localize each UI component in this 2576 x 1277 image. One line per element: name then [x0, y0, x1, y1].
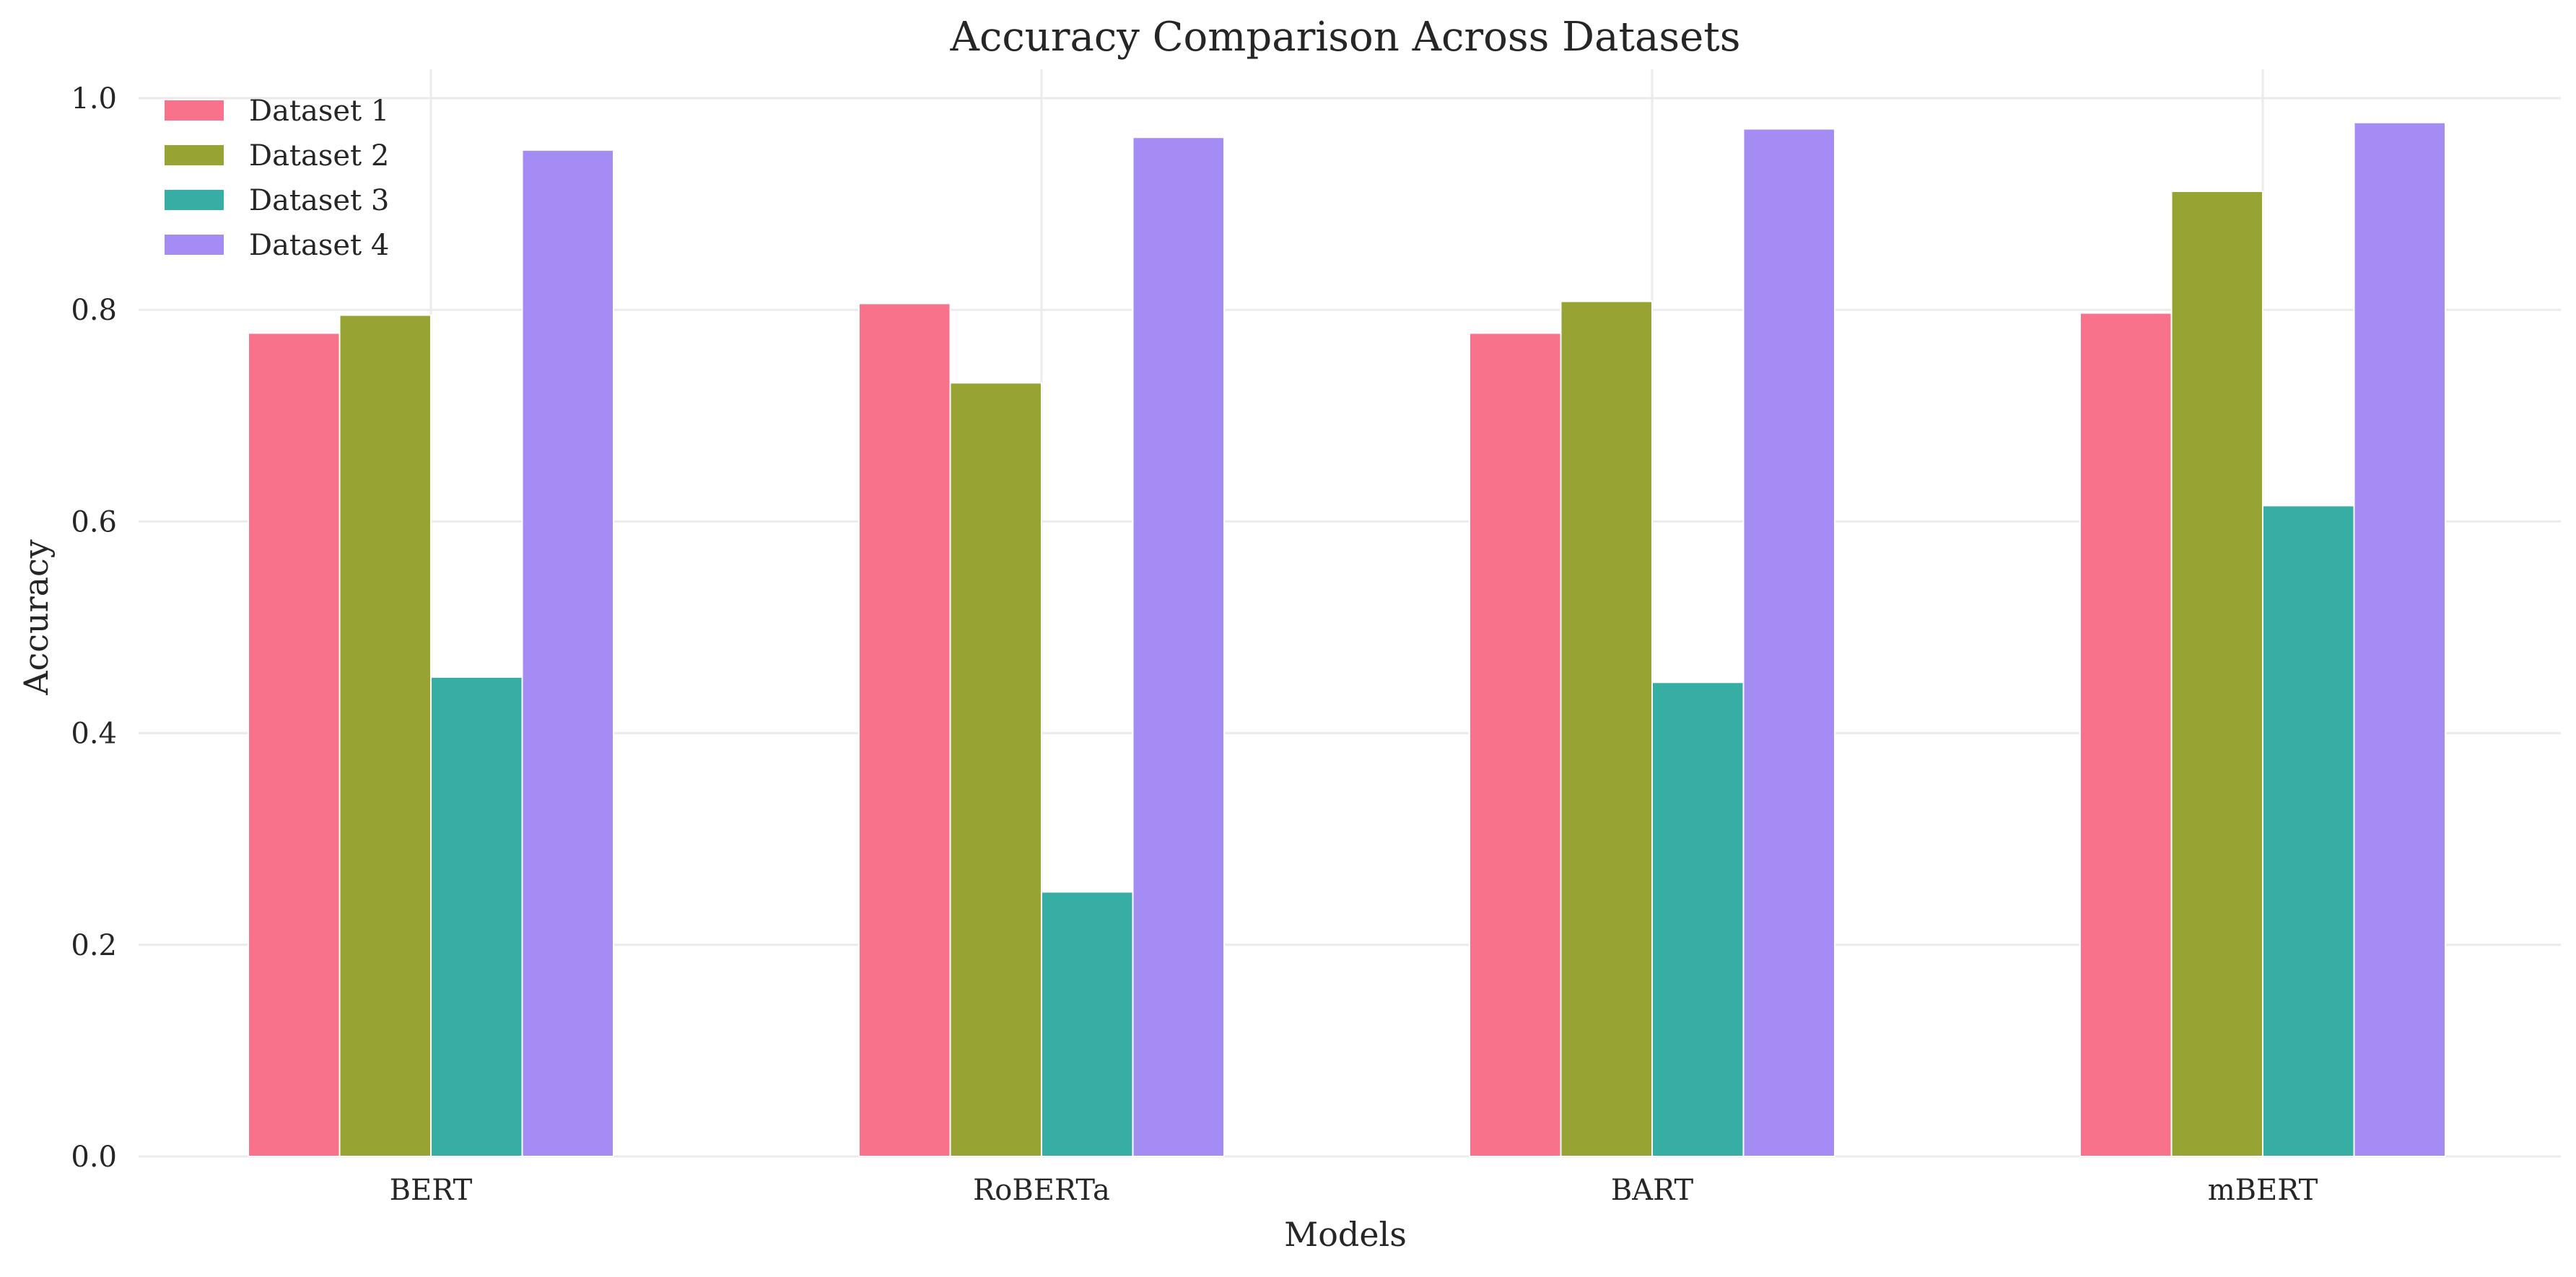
- bar: [1469, 332, 1562, 1157]
- x-tick-label: RoBERTa: [973, 1174, 1110, 1207]
- chart-title: Accuracy Comparison Across Datasets: [950, 14, 1741, 61]
- y-tick-label: 0.0: [71, 1141, 117, 1174]
- bars: [248, 121, 2446, 1158]
- y-tick-label: 0.6: [71, 505, 117, 539]
- legend-label: Dataset 2: [249, 139, 389, 173]
- y-tick-label: 0.8: [71, 294, 117, 327]
- bar: [1651, 681, 1745, 1157]
- x-tick-labels: BERT RoBERTa BART mBERT: [390, 1174, 2318, 1207]
- legend-label: Dataset 1: [249, 95, 389, 128]
- bar: [1742, 128, 1835, 1157]
- bar: [1041, 891, 1134, 1157]
- legend-swatch: [165, 145, 224, 165]
- legend-label: Dataset 3: [249, 184, 389, 217]
- bar: [949, 382, 1042, 1157]
- y-tick-label: 0.4: [71, 718, 117, 751]
- bar: [339, 314, 432, 1157]
- legend-label: Dataset 4: [249, 229, 389, 262]
- bar: [1132, 136, 1225, 1158]
- bar: [248, 332, 341, 1157]
- bar: [2170, 191, 2263, 1157]
- x-axis-label: Models: [1284, 1215, 1407, 1254]
- y-tick-label: 1.0: [71, 82, 117, 116]
- y-tick-label: 0.2: [71, 929, 117, 962]
- x-tick-label: mBERT: [2208, 1174, 2318, 1207]
- bar: [2262, 505, 2355, 1157]
- bar: [2079, 312, 2173, 1157]
- bar: [521, 149, 614, 1158]
- bar: [1560, 300, 1653, 1157]
- x-tick-label: BART: [1611, 1174, 1694, 1207]
- x-tick-label: BERT: [390, 1174, 473, 1207]
- bar: [2353, 121, 2446, 1157]
- legend-swatch: [165, 100, 224, 121]
- bar: [430, 676, 523, 1157]
- bar: [858, 302, 951, 1157]
- legend-swatch: [165, 235, 224, 255]
- legend-swatch: [165, 190, 224, 210]
- y-axis-label: Accuracy: [17, 539, 56, 696]
- legend: Dataset 1 Dataset 2 Dataset 3 Dataset 4: [165, 95, 389, 262]
- y-tick-labels: 0.0 0.2 0.4 0.6 0.8 1.0: [71, 82, 117, 1174]
